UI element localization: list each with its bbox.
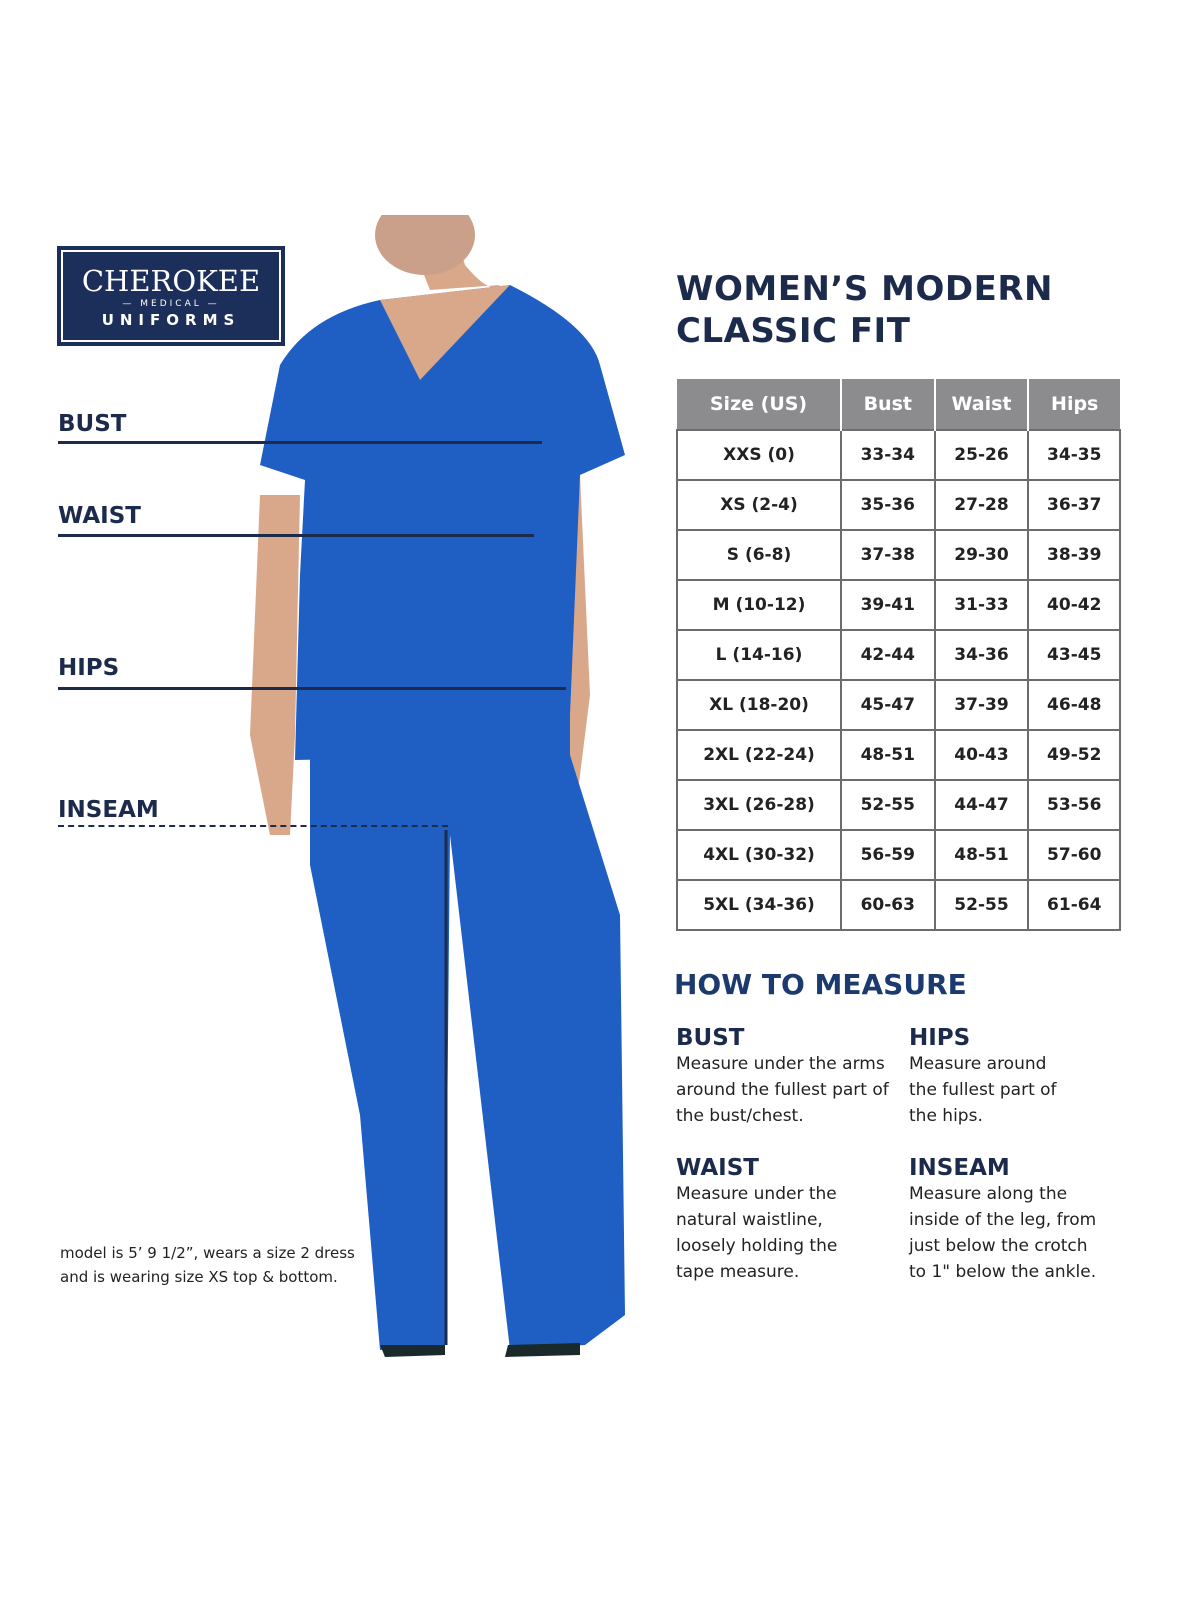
cherokee-logo: CHEROKEE — MEDICAL — UNIFORMS: [57, 246, 285, 346]
note-line-1: model is 5’ 9 1/2”, wears a size 2 dress: [60, 1244, 355, 1262]
title-line-2: CLASSIC FIT: [676, 311, 911, 351]
table-cell: 34-35: [1027, 429, 1121, 481]
measure-text: Measure around the fullest part of the h…: [909, 1054, 1057, 1126]
inseam-label: INSEAM: [58, 797, 159, 823]
inseam-dashed-line: [58, 825, 448, 827]
bust-line: [58, 441, 542, 444]
measure-text: Measure under the arms around the fulles…: [676, 1054, 889, 1126]
table-cell: 31-33: [933, 579, 1030, 631]
table-cell: 38-39: [1027, 529, 1121, 581]
table-cell: 52-55: [840, 779, 936, 831]
table-cell: 33-34: [840, 429, 936, 481]
hips-label: HIPS: [58, 655, 120, 681]
waist-line: [58, 534, 534, 537]
table-cell: L (14-16): [675, 629, 843, 681]
table-row: L (14-16) 42-44 34-36 43-45: [675, 629, 1121, 681]
title-line-1: WOMEN’S MODERN: [676, 269, 1053, 309]
measure-heading: WAIST: [676, 1155, 759, 1181]
model-note: model is 5’ 9 1/2”, wears a size 2 dress…: [60, 1241, 355, 1289]
table-cell: 29-30: [933, 529, 1030, 581]
table-cell: 44-47: [933, 779, 1030, 831]
measure-heading: HIPS: [909, 1025, 971, 1051]
waist-label: WAIST: [58, 503, 141, 529]
table-cell: 25-26: [933, 429, 1030, 481]
table-cell: 49-52: [1027, 729, 1121, 781]
table-cell: 43-45: [1027, 629, 1121, 681]
table-cell: 46-48: [1027, 679, 1121, 731]
header-hips: Hips: [1027, 379, 1120, 430]
measure-inseam: INSEAM Measure along the inside of the l…: [909, 1155, 1109, 1285]
table-cell: 40-42: [1027, 579, 1121, 631]
header-bust: Bust: [840, 379, 935, 430]
measure-bust: BUST Measure under the arms around the f…: [676, 1025, 896, 1129]
table-row: M (10-12) 39-41 31-33 40-42: [675, 579, 1121, 631]
table-cell: 34-36: [933, 629, 1030, 681]
table-row: S (6-8) 37-38 29-30 38-39: [675, 529, 1121, 581]
table-cell: 60-63: [840, 879, 936, 931]
table-cell: 48-51: [933, 829, 1030, 881]
size-table: Size (US) Bust Waist Hips XXS (0) 33-34 25…: [675, 379, 1121, 931]
table-cell: M (10-12): [675, 579, 843, 631]
table-cell: 3XL (26-28): [675, 779, 843, 831]
table-row: XS (2-4) 35-36 27-28 36-37: [675, 479, 1121, 531]
table-cell: 61-64: [1027, 879, 1121, 931]
table-cell: 4XL (30-32): [675, 829, 843, 881]
table-cell: 37-39: [933, 679, 1030, 731]
measure-waist: WAIST Measure under the natural waistlin…: [676, 1155, 851, 1285]
table-cell: 36-37: [1027, 479, 1121, 531]
table-cell: 48-51: [840, 729, 936, 781]
table-cell: XL (18-20): [675, 679, 843, 731]
chart-title: WOMEN’S MODERN CLASSIC FIT: [676, 268, 1053, 352]
model-photo: [250, 215, 625, 1357]
table-cell: 42-44: [840, 629, 936, 681]
bust-label: BUST: [58, 411, 127, 437]
table-row: XXS (0) 33-34 25-26 34-35: [675, 429, 1121, 481]
measure-heading: INSEAM: [909, 1155, 1010, 1181]
table-cell: 39-41: [840, 579, 936, 631]
table-cell: XXS (0): [675, 429, 843, 481]
hips-line: [58, 687, 566, 690]
header-size: Size (US): [677, 379, 842, 430]
table-row: 2XL (22-24) 48-51 40-43 49-52: [675, 729, 1121, 781]
table-cell: 56-59: [840, 829, 936, 881]
logo-brand: CHEROKEE: [81, 264, 261, 298]
table-cell: 40-43: [933, 729, 1030, 781]
table-cell: 45-47: [840, 679, 936, 731]
table-cell: XS (2-4): [675, 479, 843, 531]
table-cell: 53-56: [1027, 779, 1121, 831]
table-row: 4XL (30-32) 56-59 48-51 57-60: [675, 829, 1121, 881]
measure-heading: BUST: [676, 1025, 745, 1051]
table-row: 5XL (34-36) 60-63 52-55 61-64: [675, 879, 1121, 931]
table-cell: 52-55: [933, 879, 1030, 931]
measure-text: Measure under the natural waistline, loo…: [676, 1184, 838, 1282]
table-cell: 27-28: [933, 479, 1030, 531]
table-cell: 57-60: [1027, 829, 1121, 881]
table-row: 3XL (26-28) 52-55 44-47 53-56: [675, 779, 1121, 831]
table-cell: S (6-8): [675, 529, 843, 581]
table-cell: 2XL (22-24): [675, 729, 843, 781]
measure-hips: HIPS Measure around the fullest part of …: [909, 1025, 1079, 1129]
table-row: XL (18-20) 45-47 37-39 46-48: [675, 679, 1121, 731]
how-to-measure-title: HOW TO MEASURE: [674, 968, 967, 1001]
table-cell: 5XL (34-36): [675, 879, 843, 931]
header-waist: Waist: [933, 379, 1029, 430]
logo-uniforms: UNIFORMS: [101, 311, 241, 329]
measure-text: Measure along the inside of the leg, fro…: [909, 1184, 1097, 1282]
note-line-2: and is wearing size XS top & bottom.: [60, 1268, 338, 1286]
table-cell: 37-38: [840, 529, 936, 581]
table-cell: 35-36: [840, 479, 936, 531]
logo-medical: — MEDICAL —: [122, 299, 220, 309]
